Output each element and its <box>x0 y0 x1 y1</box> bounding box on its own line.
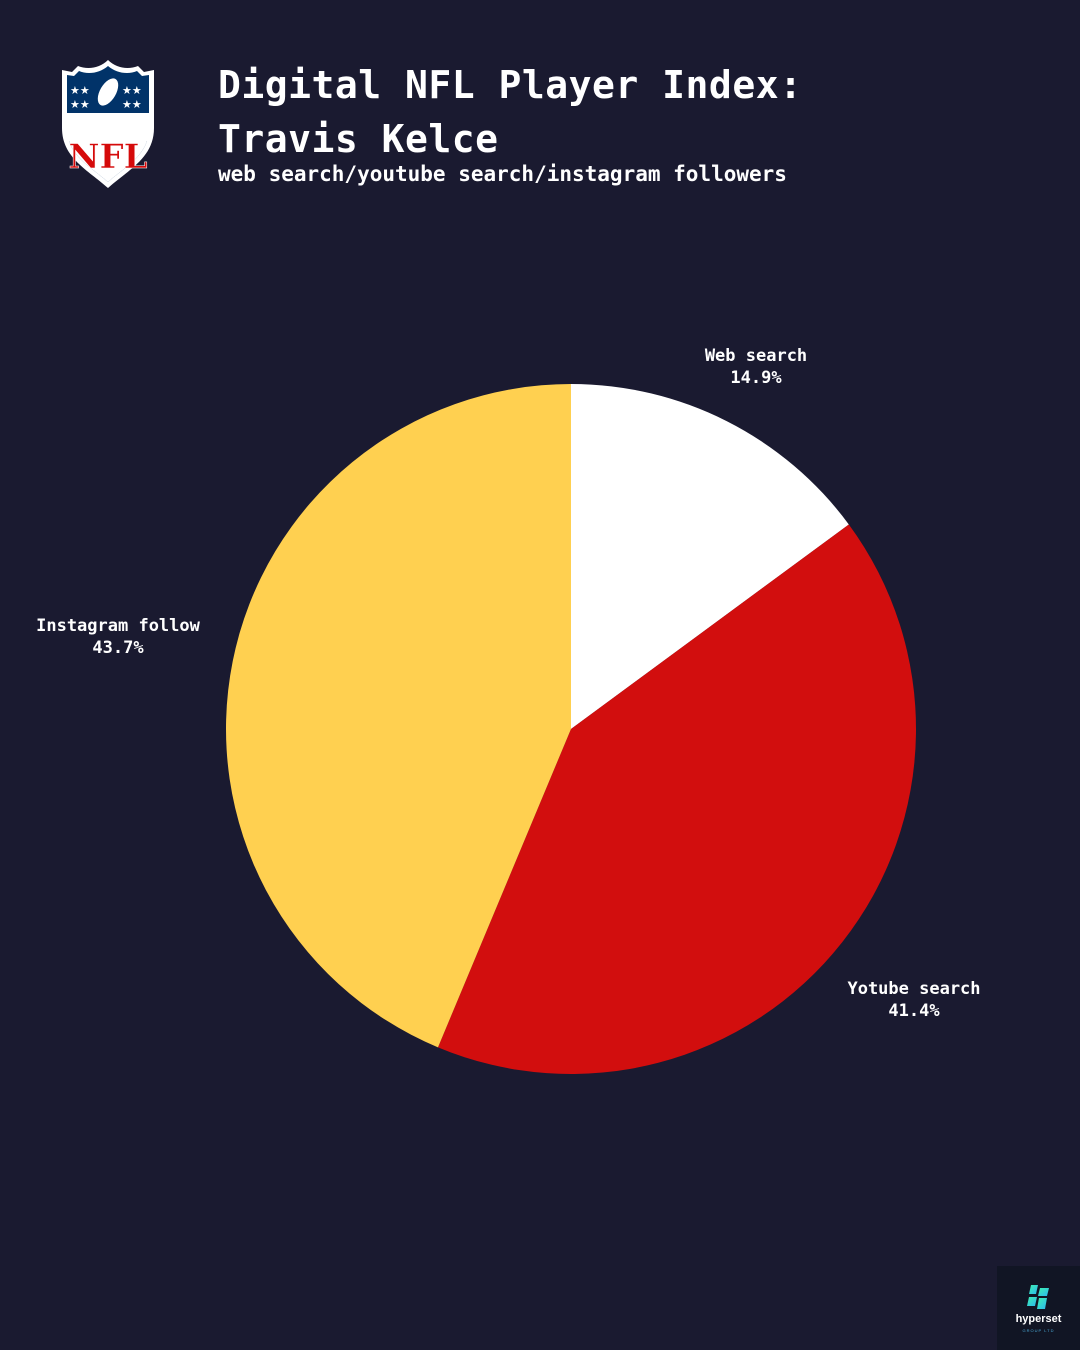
label-percent: 14.9% <box>730 368 782 388</box>
label-instagram-follow: Instagram follow 43.7% <box>36 615 200 659</box>
brand-subtitle: GROUP LTD <box>1022 1328 1055 1333</box>
title-line-2: Travis Kelce <box>218 117 499 161</box>
pie-slice-instagram-follow <box>225 384 571 1048</box>
svg-text:★★: ★★ <box>70 98 90 111</box>
label-youtube-search: Yotube search 41.4% <box>847 978 980 1022</box>
label-name: Yotube search <box>847 979 981 999</box>
label-web-search: Web search 14.9% <box>705 345 807 389</box>
label-name: Web search <box>704 346 808 366</box>
svg-text:★★: ★★ <box>122 98 142 111</box>
brand-name: hyperset <box>1015 1313 1062 1325</box>
chart-subtitle: web search/youtube search/instagram foll… <box>218 162 787 186</box>
hyperset-mark-icon <box>1027 1285 1049 1309</box>
title-line-1: Digital NFL Player Index: <box>218 63 803 107</box>
chart-title: Digital NFL Player Index: Travis Kelce <box>218 58 802 166</box>
pie-slice-youtube-search <box>437 524 917 1074</box>
label-percent: 41.4% <box>888 1001 940 1021</box>
nfl-shield-logo-icon: ★★ ★★ ★★ ★★ NFL <box>62 60 154 188</box>
svg-text:★★: ★★ <box>70 84 90 97</box>
svg-text:NFL: NFL <box>68 137 147 177</box>
pie-slice-web-search <box>571 384 849 729</box>
svg-text:★★: ★★ <box>122 84 142 97</box>
label-name: Instagram follow <box>36 616 200 636</box>
hyperset-brand-logo: hyperset GROUP LTD <box>997 1266 1080 1350</box>
label-percent: 43.7% <box>92 638 144 658</box>
